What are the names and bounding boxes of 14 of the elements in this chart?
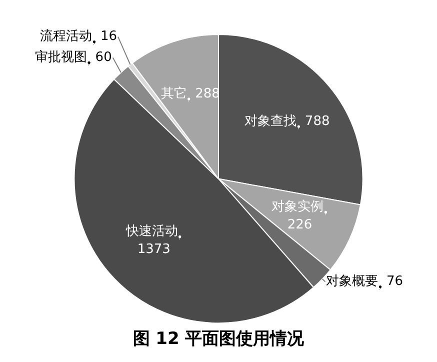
data-label: 60 [95, 50, 112, 65]
data-label: 1373 [137, 242, 170, 258]
data-label: 226 [287, 218, 312, 233]
slice-label: 快速活动 [124, 224, 178, 240]
slice-label: 流程活动 [40, 28, 92, 44]
slice-label: 对象概要 [326, 274, 378, 290]
slice-label: 审批视图 [35, 49, 88, 65]
text: 图 12 平面图使用情况 [132, 329, 306, 350]
data-label: 16 [100, 29, 118, 44]
slice-label: 其它 [160, 85, 187, 102]
slice-label: 对象查找 [244, 114, 297, 129]
slice-label: 对象实例 [272, 200, 324, 215]
data-label: 788 [304, 114, 330, 129]
data-label: 76 [386, 274, 404, 290]
